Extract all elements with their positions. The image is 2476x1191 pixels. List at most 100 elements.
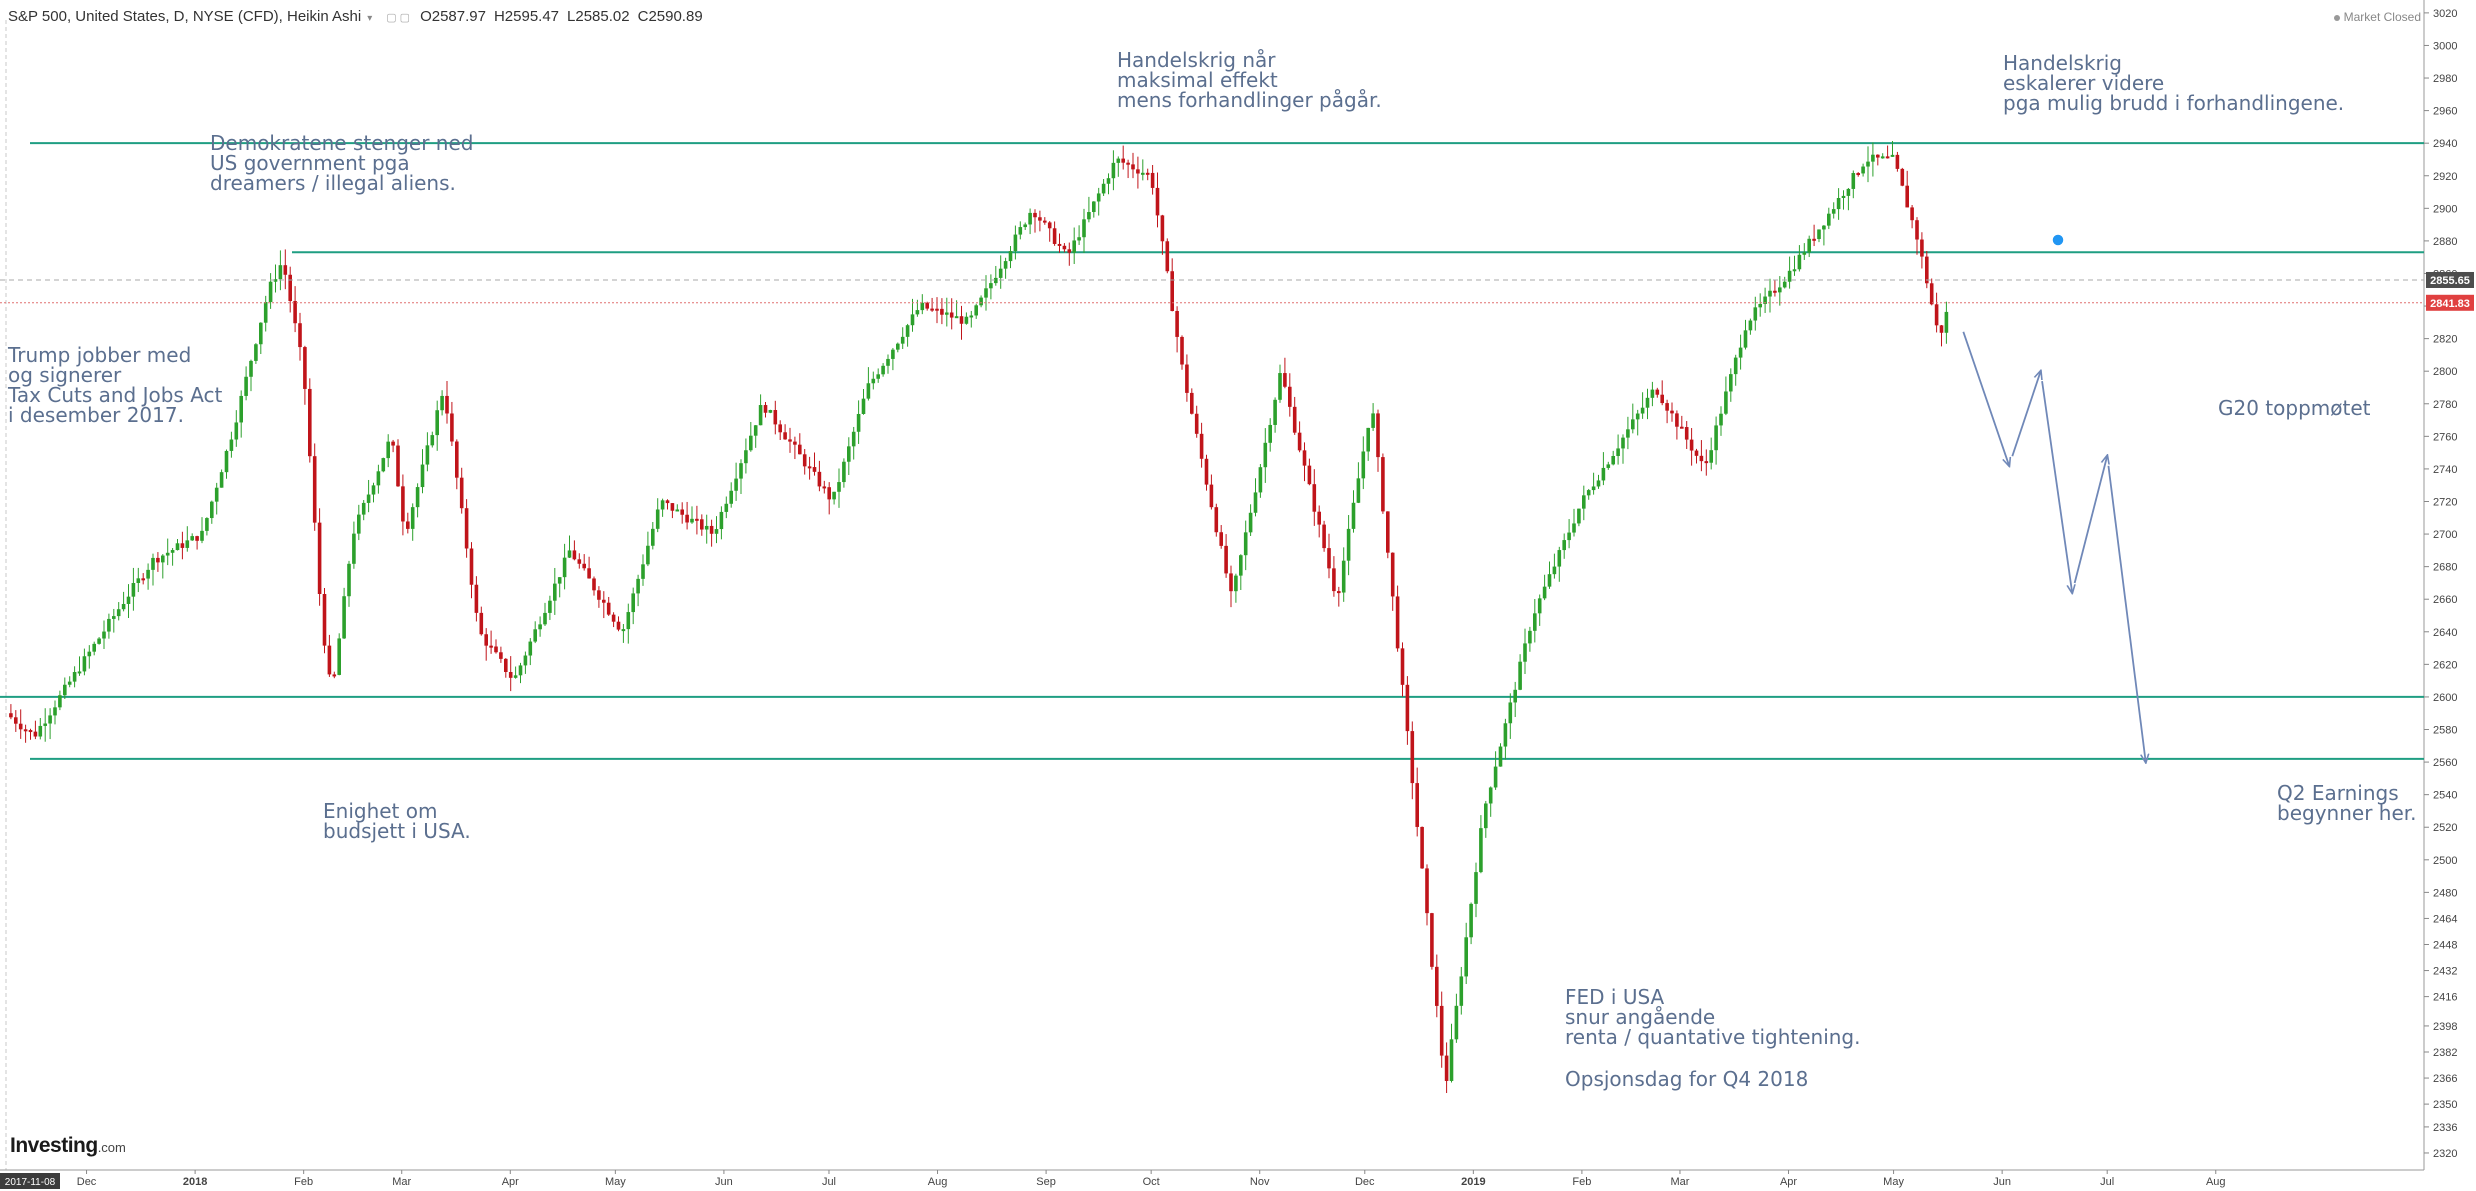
candle-body xyxy=(435,410,439,436)
y-tick-label: 2500 xyxy=(2433,855,2457,867)
candle-body xyxy=(1611,455,1615,465)
candle-body xyxy=(675,509,680,512)
candle-body xyxy=(1160,215,1165,242)
candle-body xyxy=(518,665,523,676)
candle-body xyxy=(1253,492,1258,513)
annotation-text: G20 toppmøtet xyxy=(2218,396,2371,420)
candle-body xyxy=(1910,207,1914,221)
candle-body xyxy=(866,383,871,399)
candle-body xyxy=(753,425,758,436)
candle-body xyxy=(592,578,596,591)
candle-body xyxy=(146,569,150,579)
x-tick-label: Nov xyxy=(1250,1176,1270,1188)
candle-body xyxy=(278,265,283,280)
candle-body xyxy=(1194,413,1199,434)
candle-body xyxy=(704,525,709,530)
y-tick-label: 3000 xyxy=(2433,40,2457,52)
candle-body xyxy=(1141,172,1145,175)
candle-body xyxy=(1258,467,1263,493)
candle-body xyxy=(116,609,121,617)
annotation-text: Enighet om xyxy=(323,799,437,823)
candle-body xyxy=(391,441,395,446)
candle-body xyxy=(1915,220,1919,240)
candle-body xyxy=(430,435,435,446)
candle-body xyxy=(1376,413,1380,458)
candle-body xyxy=(793,441,797,445)
candle-body xyxy=(998,268,1003,278)
candle-body xyxy=(1043,220,1047,223)
candle-body xyxy=(602,599,606,603)
y-tick-label: 2720 xyxy=(2433,496,2457,508)
candle-body xyxy=(1925,256,1929,284)
candle-body xyxy=(1680,426,1684,429)
candle-body xyxy=(1131,164,1135,170)
candle-body xyxy=(1782,281,1787,288)
candle-body xyxy=(1871,154,1875,162)
candle-body xyxy=(508,672,513,678)
candle-body xyxy=(577,559,582,564)
annotation-text: og signerer xyxy=(8,363,122,387)
candle-body xyxy=(1861,166,1865,174)
annotation-text: pga mulig brudd i forhandlingene. xyxy=(2003,91,2344,115)
candle-body xyxy=(489,645,493,648)
candle-body xyxy=(646,545,650,565)
candle-body xyxy=(1655,389,1660,395)
candle-body xyxy=(1268,424,1272,443)
candle-body xyxy=(1479,828,1483,873)
candle-body xyxy=(822,486,827,489)
candle-body xyxy=(43,723,47,726)
candle-body xyxy=(1292,406,1297,433)
candle-body xyxy=(631,593,635,613)
candle-body xyxy=(1743,330,1748,348)
candle-body xyxy=(1008,251,1013,262)
y-tick-label: 2680 xyxy=(2433,562,2457,574)
candle-body xyxy=(1302,450,1307,466)
x-tick-label: Aug xyxy=(2206,1176,2226,1188)
annotation-text: maksimal effekt xyxy=(1117,68,1278,92)
candle-body xyxy=(410,507,415,529)
y-tick-label: 2740 xyxy=(2433,464,2457,476)
candle-body xyxy=(1719,413,1723,426)
y-tick-label: 2760 xyxy=(2433,431,2457,443)
candle-body xyxy=(1488,787,1493,804)
candle-body xyxy=(97,638,101,644)
candle-body xyxy=(303,347,307,389)
candle-body xyxy=(1876,154,1880,158)
candle-body xyxy=(1885,156,1890,159)
x-start-badge xyxy=(0,1173,60,1189)
candle-body xyxy=(1753,307,1758,321)
investing-logo: Investing.com xyxy=(10,1134,126,1158)
candle-body xyxy=(817,471,822,487)
candle-body xyxy=(773,410,778,425)
candle-body xyxy=(994,277,998,284)
chevron-down-icon[interactable]: ▾ xyxy=(367,13,373,24)
candle-body xyxy=(273,279,278,282)
annotation-text: FED i USA xyxy=(1565,985,1665,1009)
annotation-text: Trump jobber med xyxy=(7,343,191,367)
y-tick-label: 2620 xyxy=(2433,659,2457,671)
candle-body xyxy=(1812,238,1816,241)
candle-body xyxy=(1934,304,1939,326)
candle-body xyxy=(82,656,87,672)
y-tick-label: 2660 xyxy=(2433,594,2457,606)
candle-body xyxy=(655,509,660,529)
candle-body xyxy=(548,600,552,613)
candle-body xyxy=(1155,187,1160,216)
candle-body xyxy=(842,461,846,483)
candle-body xyxy=(636,578,640,594)
candle-body xyxy=(67,681,72,685)
candle-body xyxy=(1038,217,1042,221)
candle-body xyxy=(195,536,199,541)
candle-body xyxy=(935,308,939,311)
candle-body xyxy=(1312,484,1317,512)
y-tick-label: 2336 xyxy=(2433,1122,2457,1134)
candle-body xyxy=(1175,310,1179,337)
candle-body xyxy=(161,555,165,563)
candle-body xyxy=(322,594,327,646)
candle-body xyxy=(567,550,572,558)
symbol-title[interactable]: S&P 500, United States, D, NYSE (CFD), H… xyxy=(8,8,362,25)
candle-body xyxy=(587,568,591,579)
candle-body xyxy=(871,378,876,384)
visibility-toggle-icon[interactable]: ▢ ▢ xyxy=(386,12,411,24)
